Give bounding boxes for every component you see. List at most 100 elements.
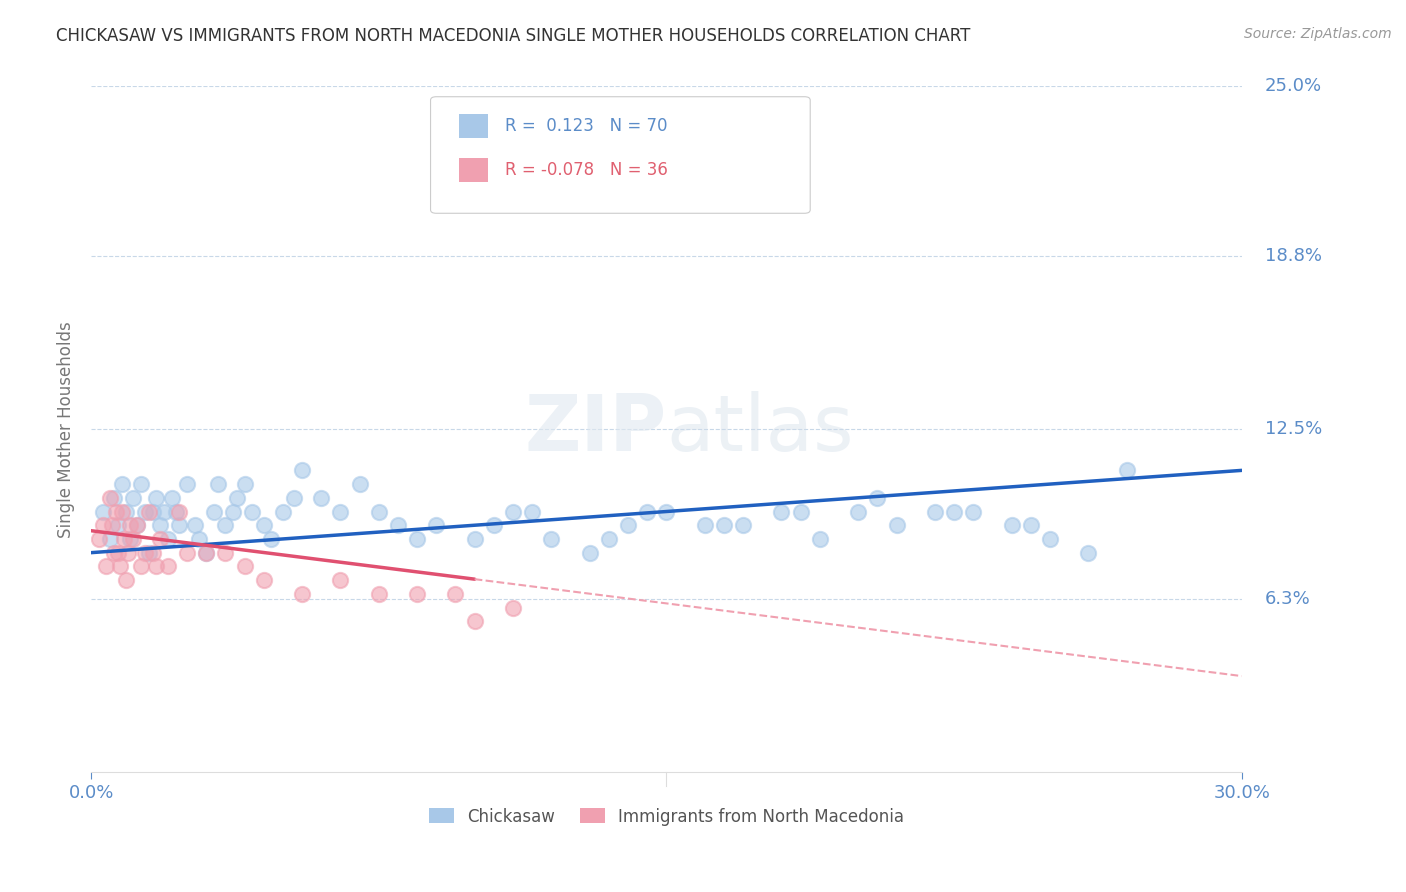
Text: 18.8%: 18.8% bbox=[1264, 247, 1322, 266]
Legend: Chickasaw, Immigrants from North Macedonia: Chickasaw, Immigrants from North Macedon… bbox=[422, 801, 911, 832]
FancyBboxPatch shape bbox=[460, 159, 488, 183]
Point bbox=[329, 573, 352, 587]
Text: R =  0.123   N = 70: R = 0.123 N = 70 bbox=[505, 117, 668, 135]
Point bbox=[962, 504, 984, 518]
Text: atlas: atlas bbox=[666, 392, 853, 467]
Text: 12.5%: 12.5% bbox=[1264, 420, 1322, 438]
Point bbox=[156, 532, 179, 546]
Point bbox=[87, 532, 110, 546]
Point bbox=[291, 587, 314, 601]
Point bbox=[886, 518, 908, 533]
Point bbox=[502, 504, 524, 518]
Text: CHICKASAW VS IMMIGRANTS FROM NORTH MACEDONIA SINGLE MOTHER HOUSEHOLDS CORRELATIO: CHICKASAW VS IMMIGRANTS FROM NORTH MACED… bbox=[56, 27, 970, 45]
Point bbox=[195, 546, 218, 560]
Text: 25.0%: 25.0% bbox=[1264, 78, 1322, 95]
Point bbox=[387, 518, 409, 533]
Point bbox=[482, 518, 505, 533]
Point bbox=[118, 518, 141, 533]
Point bbox=[134, 504, 156, 518]
Point bbox=[291, 463, 314, 477]
Point bbox=[165, 504, 187, 518]
Point bbox=[160, 491, 183, 505]
Text: Source: ZipAtlas.com: Source: ZipAtlas.com bbox=[1244, 27, 1392, 41]
Point bbox=[153, 504, 176, 518]
Point bbox=[129, 477, 152, 491]
Point bbox=[1077, 546, 1099, 560]
Point bbox=[808, 532, 831, 546]
Point bbox=[96, 559, 118, 574]
Point bbox=[129, 559, 152, 574]
FancyBboxPatch shape bbox=[460, 114, 488, 138]
Point bbox=[91, 504, 114, 518]
Point bbox=[1000, 518, 1022, 533]
Point bbox=[367, 504, 389, 518]
Point bbox=[127, 518, 149, 533]
Point bbox=[117, 546, 139, 560]
Text: R = -0.078   N = 36: R = -0.078 N = 36 bbox=[505, 161, 668, 179]
Point bbox=[214, 518, 236, 533]
Point bbox=[111, 504, 134, 518]
Point bbox=[1019, 518, 1042, 533]
Point bbox=[122, 491, 145, 505]
Point bbox=[425, 518, 447, 533]
Point bbox=[98, 491, 121, 505]
Point bbox=[444, 587, 467, 601]
Point bbox=[101, 518, 124, 533]
Point bbox=[118, 532, 141, 546]
Point bbox=[233, 559, 256, 574]
Y-axis label: Single Mother Households: Single Mother Households bbox=[58, 321, 75, 538]
Point bbox=[1115, 463, 1137, 477]
Point bbox=[91, 518, 114, 533]
Point bbox=[141, 504, 163, 518]
Point bbox=[107, 546, 129, 560]
Point bbox=[617, 518, 640, 533]
Point bbox=[114, 504, 136, 518]
Point bbox=[598, 532, 620, 546]
Point bbox=[103, 491, 125, 505]
Point bbox=[156, 559, 179, 574]
Point bbox=[655, 504, 678, 518]
Point bbox=[367, 587, 389, 601]
Point bbox=[176, 546, 198, 560]
Point bbox=[169, 518, 191, 533]
Point bbox=[693, 518, 716, 533]
Point bbox=[103, 546, 125, 560]
Point bbox=[349, 477, 371, 491]
Point bbox=[464, 532, 486, 546]
Point bbox=[98, 532, 121, 546]
Point bbox=[108, 559, 131, 574]
Point bbox=[329, 504, 352, 518]
Point bbox=[540, 532, 562, 546]
Point bbox=[1039, 532, 1062, 546]
Point bbox=[578, 546, 600, 560]
Point bbox=[406, 532, 429, 546]
Point bbox=[943, 504, 966, 518]
Point bbox=[260, 532, 283, 546]
Point bbox=[111, 477, 134, 491]
Point bbox=[283, 491, 305, 505]
Point bbox=[105, 504, 128, 518]
Point bbox=[271, 504, 294, 518]
Point bbox=[176, 477, 198, 491]
Point bbox=[214, 546, 236, 560]
Point bbox=[464, 614, 486, 628]
Point bbox=[733, 518, 755, 533]
Point bbox=[309, 491, 332, 505]
Point bbox=[112, 532, 135, 546]
Point bbox=[138, 504, 160, 518]
Point bbox=[114, 573, 136, 587]
Point bbox=[253, 518, 276, 533]
Point bbox=[770, 504, 793, 518]
Point bbox=[149, 518, 172, 533]
Point bbox=[713, 518, 735, 533]
Point bbox=[195, 546, 218, 560]
Point bbox=[789, 504, 811, 518]
Point bbox=[225, 491, 247, 505]
Point bbox=[138, 546, 160, 560]
Point bbox=[240, 504, 263, 518]
Point bbox=[233, 477, 256, 491]
Point bbox=[924, 504, 946, 518]
Text: ZIP: ZIP bbox=[524, 392, 666, 467]
Point bbox=[406, 587, 429, 601]
Point bbox=[253, 573, 276, 587]
